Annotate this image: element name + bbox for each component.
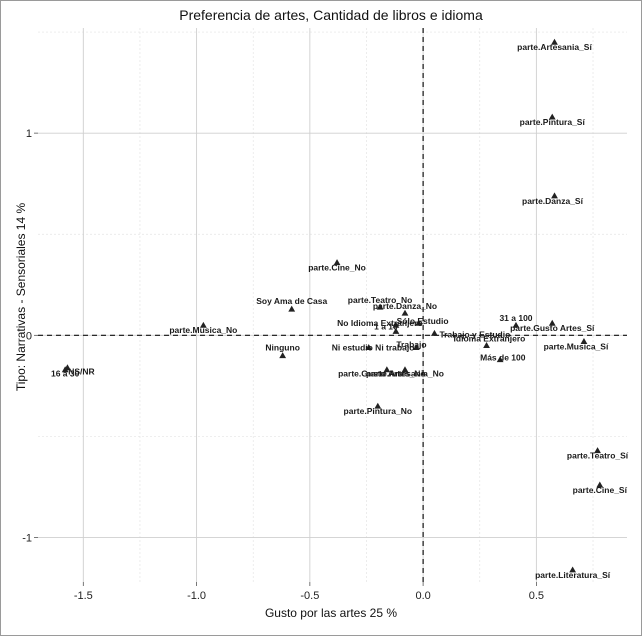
y-tick-label: 1 xyxy=(26,128,32,140)
point-label: Ni estudio Ni trabajo xyxy=(332,342,415,352)
point-marker xyxy=(569,566,577,573)
point-label: parte.Danza_Sí xyxy=(522,196,584,206)
point-marker xyxy=(412,344,420,351)
point-marker xyxy=(548,113,556,120)
point-label: parte.Cine_No xyxy=(308,263,366,273)
point-label: parte.Cine_Sí xyxy=(573,485,628,495)
point-marker xyxy=(392,321,400,328)
point-marker xyxy=(415,319,422,326)
point-label: parte.Teatro_Sí xyxy=(567,451,629,461)
point-marker xyxy=(333,259,341,266)
point-label: Ninguno xyxy=(265,343,299,353)
point-label: parte.Musica_Sí xyxy=(544,341,609,351)
y-axis-title: Tipo: Narrativas - Sensoriales 14 % xyxy=(14,203,28,392)
point-marker xyxy=(596,481,604,488)
x-tick-label: -1.5 xyxy=(74,590,93,602)
point-label: 31 a 100 xyxy=(499,313,532,323)
point-label: Trabajo xyxy=(396,339,426,349)
point-label: parte.Artesania_Sí xyxy=(517,42,592,52)
y-tick-label: 0 xyxy=(26,330,32,342)
point-marker xyxy=(199,321,207,328)
point-marker xyxy=(580,337,588,344)
point-label: parte.Literatura_Sí xyxy=(535,570,611,580)
point-label: parte.Musica_No xyxy=(169,325,237,335)
point-label: parte.Gusto Artes_No xyxy=(338,369,426,379)
chart-title: Preferencia de artes, Cantidad de libros… xyxy=(179,7,483,23)
x-tick-label: 0.5 xyxy=(529,590,544,602)
point-marker xyxy=(594,447,601,454)
point-marker xyxy=(496,356,504,363)
point-label: Idioma Extranjero xyxy=(454,333,526,343)
point-marker xyxy=(374,402,382,409)
point-marker xyxy=(365,344,373,351)
point-label: 1 a 10 xyxy=(374,321,398,331)
point-label: parte.Teatro_No xyxy=(348,295,413,305)
point-label: Más de 100 xyxy=(480,353,526,363)
point-label: parte.Danza_No xyxy=(373,301,437,311)
point-marker xyxy=(61,366,69,373)
point-label: 16 a 30 xyxy=(51,369,80,379)
point-marker xyxy=(401,366,409,373)
point-marker xyxy=(548,319,556,326)
x-tick-label: 0.0 xyxy=(415,590,430,602)
point-label: Soy Ama de Casa xyxy=(256,296,327,306)
point-marker xyxy=(279,352,287,359)
point-label: parte.Gusto Artes_Sí xyxy=(510,323,595,333)
point-label: Sólo Estudio xyxy=(397,316,449,326)
point-marker xyxy=(551,192,558,199)
point-marker xyxy=(431,329,438,336)
point-marker xyxy=(401,309,409,316)
x-axis-title: Gusto por las artes 25 % xyxy=(265,606,397,620)
point-label: Trabajo y Estudio xyxy=(439,329,510,339)
point-marker xyxy=(512,321,520,328)
point-marker xyxy=(288,305,296,312)
point-label: parte.Pintura_No xyxy=(344,406,413,416)
x-tick-label: -0.5 xyxy=(300,590,319,602)
point-marker xyxy=(383,366,391,373)
point-label: parte.Pintura_Sí xyxy=(520,117,586,127)
point-label: NS/NR xyxy=(68,367,94,377)
point-marker xyxy=(376,303,384,310)
x-tick-label: -1.0 xyxy=(187,590,206,602)
point-marker xyxy=(392,327,400,334)
point-marker xyxy=(483,342,490,348)
point-label: No Idioma Extranjero xyxy=(337,318,423,328)
point-label: parte.Artesania_No xyxy=(366,369,444,379)
point-marker xyxy=(551,38,558,45)
y-tick-label: -1 xyxy=(22,533,32,545)
